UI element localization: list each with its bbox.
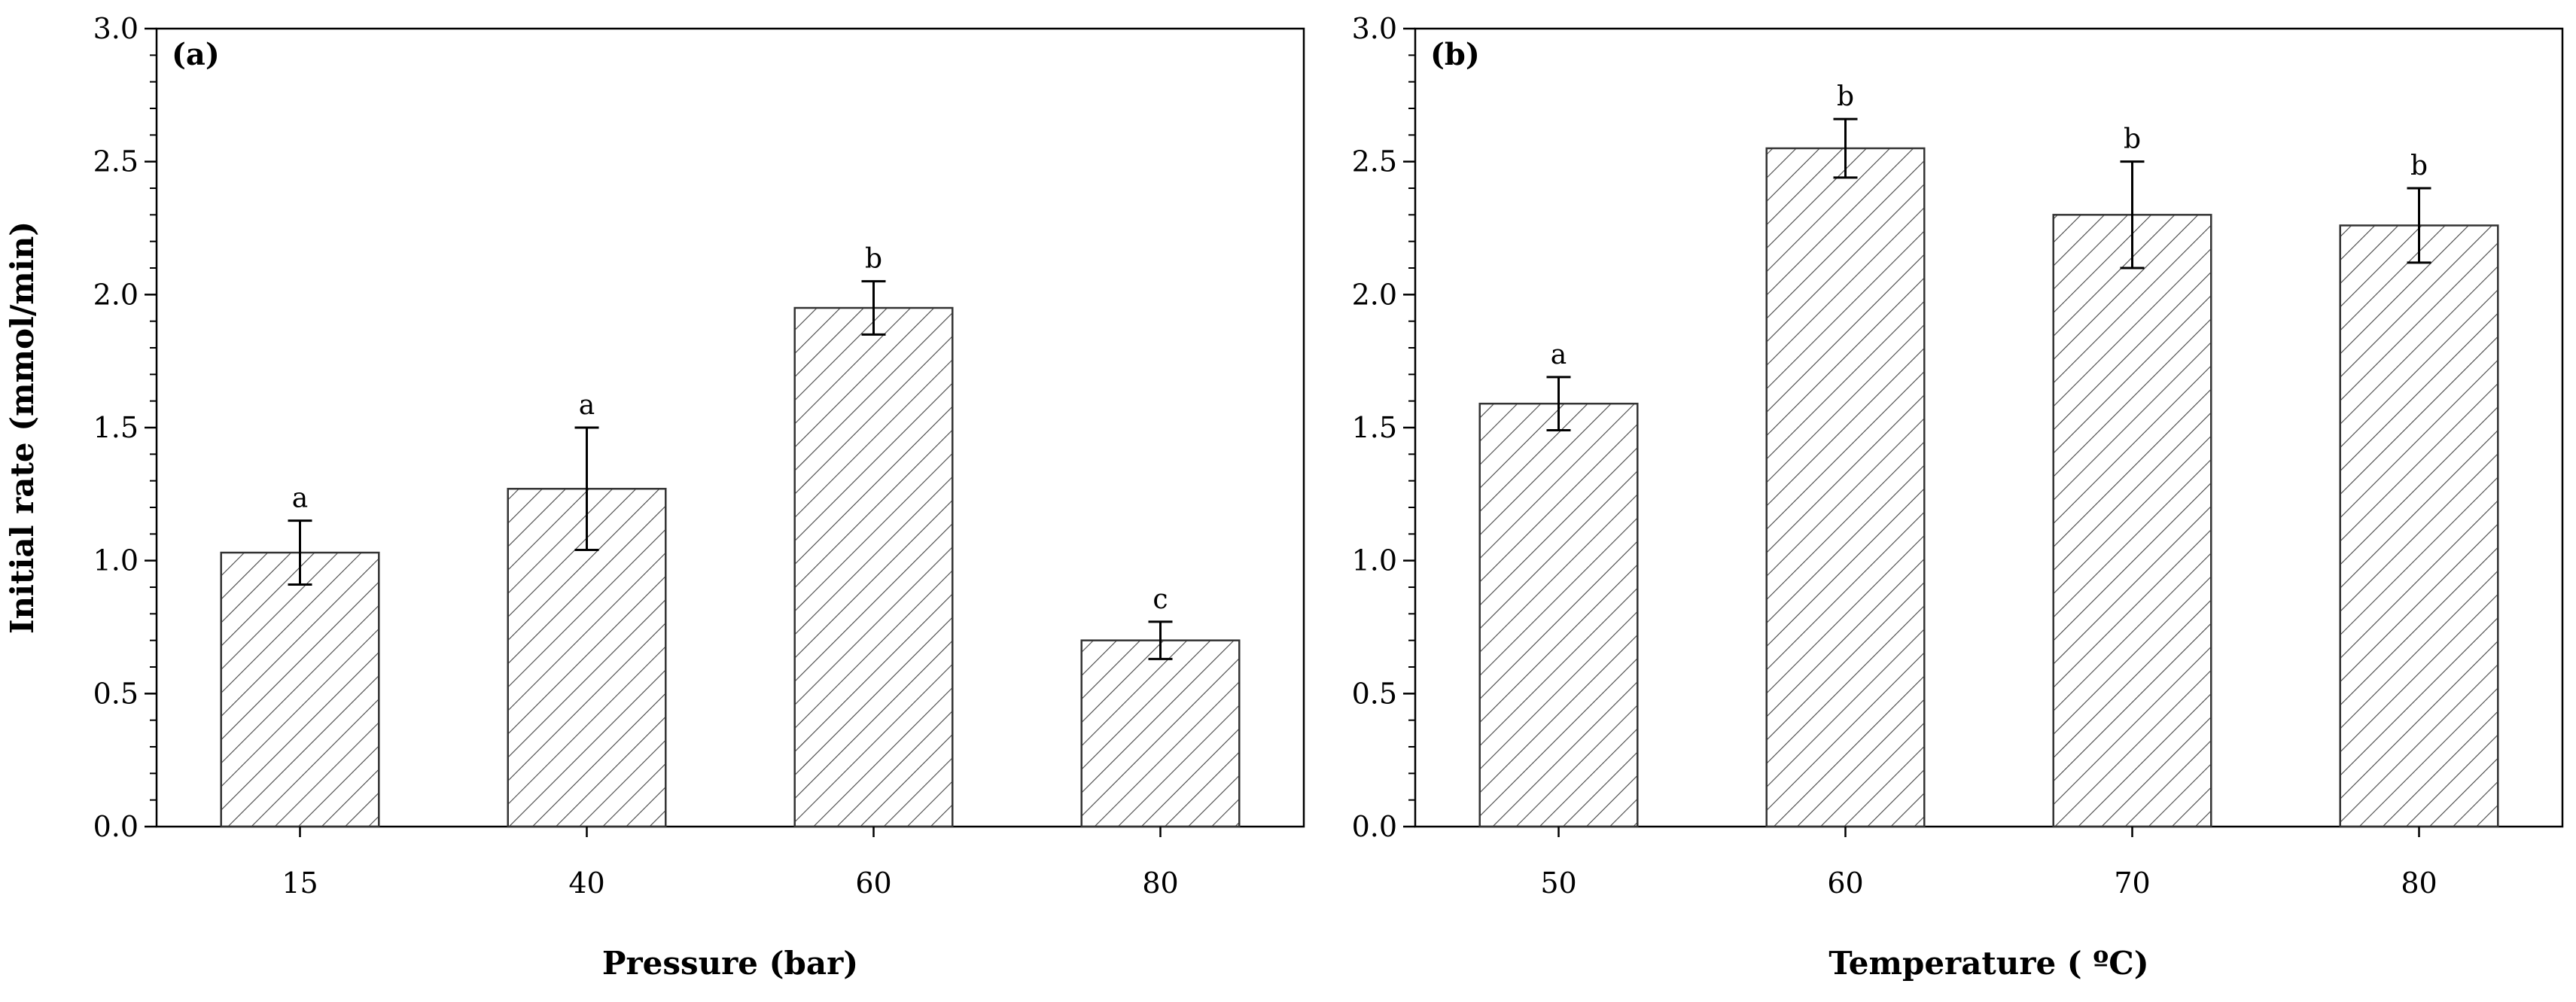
x-tick-label-a-40: 40 <box>568 866 604 900</box>
y-tick-label-b: 1.5 <box>1352 411 1397 444</box>
panel-label-b: (b) <box>1430 37 1480 72</box>
x-tick-label-b-70: 70 <box>2114 866 2150 900</box>
significance-letter-a-15: a <box>292 483 308 514</box>
x-axis-title-b: Temperature ( ºC) <box>1828 945 2148 982</box>
bar-b-50 <box>1478 402 1639 828</box>
significance-letter-b-60: b <box>1837 81 1854 112</box>
y-tick-label-a: 2.0 <box>93 278 139 311</box>
bar-b-60 <box>1765 147 1926 828</box>
bar-b-70 <box>2052 214 2212 828</box>
bar-a-80 <box>1080 639 1241 828</box>
panel-label-a: (a) <box>172 37 220 72</box>
x-tick-label-b-50: 50 <box>1540 866 1576 900</box>
y-tick-label-a: 2.5 <box>93 145 139 178</box>
panel-a: 0.0 0.5 1.0 1.5 2.0 2.5 3.0 a 15 a 40 b 60 c 80 (a) Pres… <box>93 12 1305 982</box>
y-tick-label-a: 0.0 <box>93 810 139 843</box>
bar-a-60 <box>793 306 954 828</box>
bar-a-15 <box>220 551 380 828</box>
significance-letter-a-40: a <box>579 390 595 421</box>
y-tick-label-b: 0.0 <box>1352 810 1397 843</box>
y-tick-label-a: 1.0 <box>93 544 139 577</box>
y-tick-label-a: 1.5 <box>93 411 139 444</box>
y-tick-label-b: 1.0 <box>1352 544 1397 577</box>
panel-b: 0.0 0.5 1.0 1.5 2.0 2.5 3.0 a 50 b 60 b 70 b 80 (b) Temp… <box>1352 12 2564 982</box>
y-tick-label-b: 0.5 <box>1352 677 1397 710</box>
x-axis-title-a: Pressure (bar) <box>602 945 858 982</box>
y-tick-label-a: 3.0 <box>93 12 139 45</box>
x-tick-label-b-80: 80 <box>2401 866 2437 900</box>
significance-letter-b-70: b <box>2124 124 2141 155</box>
x-tick-label-a-80: 80 <box>1142 866 1178 900</box>
x-tick-label-a-15: 15 <box>282 866 318 900</box>
y-tick-label-a: 0.5 <box>93 677 139 710</box>
significance-letter-a-80: c <box>1153 584 1168 615</box>
y-axis-title: Initial rate (mmol/min) <box>4 221 41 634</box>
y-tick-label-b: 2.0 <box>1352 278 1397 311</box>
y-tick-label-b: 2.5 <box>1352 145 1397 178</box>
significance-letter-b-50: a <box>1551 340 1567 370</box>
x-tick-label-b-60: 60 <box>1827 866 1863 900</box>
bar-b-80 <box>2339 224 2499 828</box>
significance-letter-a-60: b <box>865 244 882 275</box>
x-tick-label-a-60: 60 <box>855 866 891 900</box>
y-tick-label-b: 3.0 <box>1352 12 1397 45</box>
significance-letter-b-80: b <box>2410 151 2428 181</box>
